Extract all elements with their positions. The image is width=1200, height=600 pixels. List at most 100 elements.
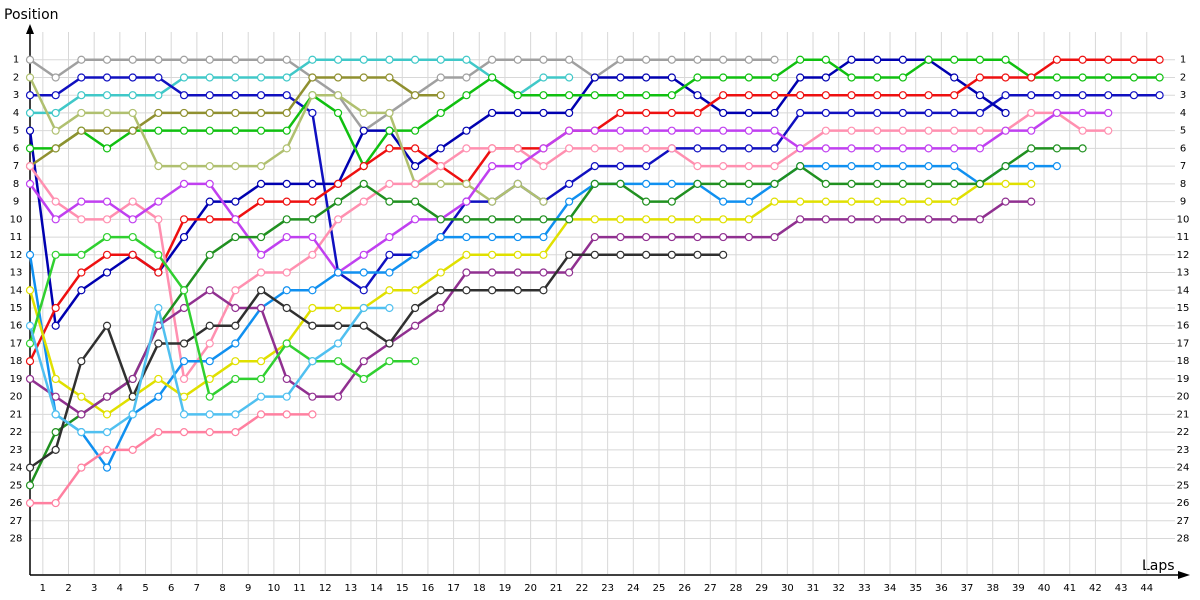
lap-marker <box>205 73 214 82</box>
lap-marker <box>642 91 651 100</box>
lap-marker <box>667 144 676 153</box>
lap-marker <box>154 374 163 384</box>
x-tick-label: 39 <box>1012 583 1025 594</box>
lap-marker <box>231 303 240 313</box>
lap-marker <box>539 268 548 277</box>
y-axis-label: Position <box>4 7 59 23</box>
lap-marker <box>282 268 291 277</box>
y-tick-label: 5 <box>13 126 19 137</box>
lap-marker <box>436 73 445 82</box>
lap-marker <box>205 392 214 401</box>
lap-marker <box>231 286 240 295</box>
lap-marker <box>410 197 420 206</box>
lap-marker <box>25 179 35 188</box>
lap-marker <box>282 286 291 295</box>
lap-marker <box>385 197 394 206</box>
lap-marker <box>513 268 522 277</box>
lap-marker <box>128 55 137 64</box>
lap-marker <box>359 197 368 206</box>
lap-marker <box>102 250 112 259</box>
lap-marker <box>642 250 651 259</box>
lap-marker <box>1078 126 1087 135</box>
y-tick-label-right: 3 <box>1180 90 1186 101</box>
lap-marker <box>693 232 702 242</box>
x-tick-label: 34 <box>884 583 897 594</box>
x-tick-label: 38 <box>986 583 999 594</box>
lap-marker <box>77 91 86 100</box>
lap-marker <box>744 144 753 153</box>
y-tick-label-right: 19 <box>1177 374 1190 385</box>
lap-marker <box>256 374 266 384</box>
lap-marker <box>462 55 471 64</box>
y-tick-label: 18 <box>10 356 23 367</box>
lap-marker <box>975 179 984 188</box>
y-tick-label-right: 16 <box>1177 321 1190 332</box>
lap-marker <box>25 357 35 366</box>
lap-marker <box>359 179 368 188</box>
lap-marker <box>51 428 60 437</box>
lap-marker <box>770 197 779 206</box>
y-tick-label-right: 28 <box>1177 534 1190 545</box>
lap-marker <box>847 91 856 100</box>
lap-marker <box>590 144 599 153</box>
lap-marker <box>231 126 240 135</box>
lap-marker <box>205 55 214 64</box>
lap-marker <box>539 197 548 206</box>
lap-marker <box>770 55 779 64</box>
lap-marker <box>25 374 35 384</box>
lap-marker <box>102 144 112 153</box>
lap-marker <box>154 73 163 82</box>
x-tick-label: 44 <box>1140 583 1153 594</box>
y-tick-label: 10 <box>10 214 23 225</box>
lap-marker <box>770 162 779 171</box>
y-tick-label-right: 25 <box>1177 480 1190 491</box>
lap-marker <box>616 91 625 100</box>
lap-marker <box>513 91 522 100</box>
lap-marker <box>231 73 240 82</box>
lap-marker <box>102 410 112 419</box>
lap-marker <box>410 55 420 64</box>
lap-marker <box>308 73 317 82</box>
lap-marker <box>77 55 86 64</box>
y-tick-label: 25 <box>10 480 23 491</box>
lap-marker <box>898 162 907 171</box>
lap-marker <box>25 55 35 64</box>
lap-marker <box>128 197 137 206</box>
lap-marker <box>51 303 60 313</box>
lap-marker <box>1052 162 1062 171</box>
lap-marker <box>308 303 317 313</box>
lap-marker <box>333 268 343 277</box>
lap-marker <box>488 286 497 295</box>
lap-marker <box>719 55 728 64</box>
lap-marker <box>205 91 214 100</box>
lap-marker <box>1001 126 1010 135</box>
lap-marker <box>385 303 394 313</box>
y-tick-label-right: 27 <box>1177 516 1190 527</box>
lap-marker <box>51 73 60 82</box>
lap-marker <box>231 321 240 330</box>
lap-marker <box>282 410 291 419</box>
lap-marker <box>975 126 984 135</box>
lap-marker <box>462 215 471 224</box>
lap-marker <box>282 55 291 64</box>
lap-marker <box>154 392 163 401</box>
lap-marker <box>436 215 445 224</box>
lap-marker <box>950 215 959 224</box>
lap-marker <box>436 286 445 295</box>
x-tick-label: 20 <box>524 583 537 594</box>
y-tick-label-right: 26 <box>1177 498 1190 509</box>
lap-marker <box>436 91 445 100</box>
y-tick-label-right: 8 <box>1180 179 1186 190</box>
lap-marker <box>359 321 368 330</box>
lap-marker <box>462 286 471 295</box>
x-tick-label: 29 <box>755 583 768 594</box>
lap-marker <box>154 108 163 118</box>
lap-marker <box>385 126 394 135</box>
lap-marker <box>744 73 753 82</box>
lap-marker <box>565 250 574 259</box>
x-tick-label: 2 <box>65 583 71 594</box>
lap-marker <box>513 250 522 259</box>
lap-marker <box>847 162 856 171</box>
